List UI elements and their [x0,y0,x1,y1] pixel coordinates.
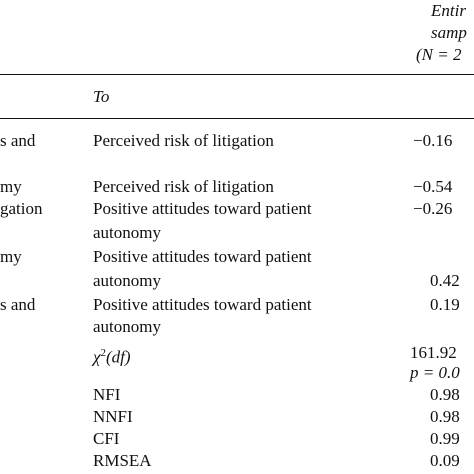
header-top-rule [0,74,474,75]
to-cell-continued: autonomy [93,317,161,336]
fit-index-label: CFI [93,429,120,448]
to-cell: Positive attitudes toward patient [93,199,312,218]
to-cell: Perceived risk of litigation [93,131,274,150]
p-value: p = 0.0 [410,363,460,382]
from-cell: s and [0,131,36,150]
value-cell: −0.16 [413,131,453,150]
from-cell: s and [0,295,36,314]
to-cell: Perceived risk of litigation [93,177,274,196]
value-cell: −0.54 [413,177,453,196]
from-cell: gation [0,199,43,218]
to-column-header: To [93,87,110,106]
value-cell: −0.26 [413,199,453,218]
chi-square-label: χ2(df) [93,344,131,367]
chi-exponent: 2 [100,347,106,359]
to-cell-continued: autonomy [93,271,161,290]
fit-index-value: 0.98 [430,385,460,404]
entire-sample-header-line2: samp [431,23,467,42]
value-cell: 0.42 [430,271,460,290]
chi-symbol: χ [93,347,101,367]
fit-index-value: 0.98 [430,407,460,426]
chi-square-value: 161.92 [410,343,457,362]
fit-index-value: 0.99 [430,429,460,448]
value-cell: 0.19 [430,295,460,314]
from-cell: my [0,177,22,196]
fit-index-value: 0.09 [430,451,460,470]
sample-size-label: (N = 2 [416,45,462,64]
header-bottom-rule [0,118,474,119]
to-cell: Positive attitudes toward patient [93,295,312,314]
fit-index-label: NNFI [93,407,133,426]
fit-index-label: RMSEA [93,451,152,470]
fit-index-label: NFI [93,385,121,404]
to-cell-continued: autonomy [93,223,161,242]
entire-sample-header-n: (N = 2 [416,46,461,64]
entire-sample-header-line1: Entir [431,1,466,20]
to-cell: Positive attitudes toward patient [93,247,312,266]
from-cell: my [0,247,22,266]
chi-df: (df) [105,347,131,367]
